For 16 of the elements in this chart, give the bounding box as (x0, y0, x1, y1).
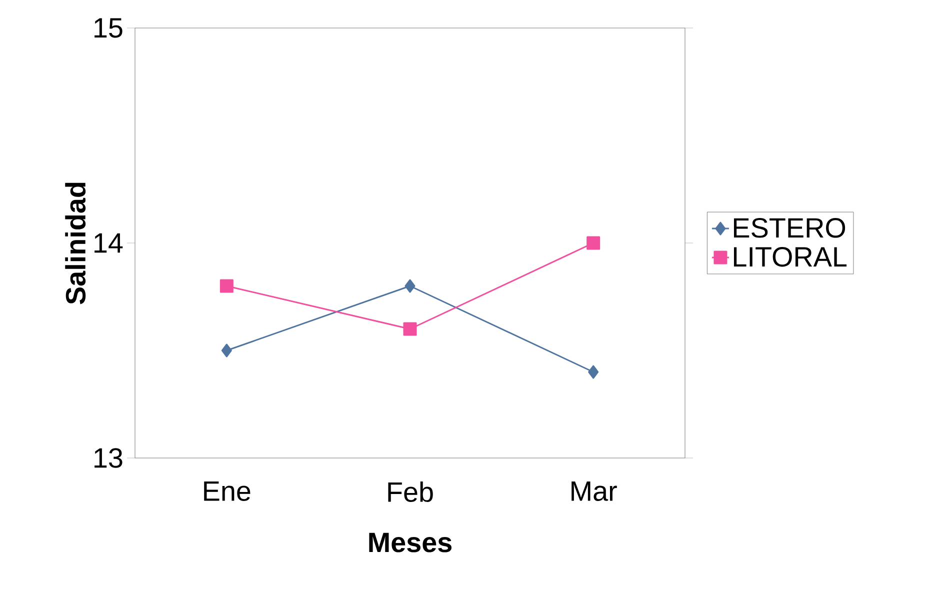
point (586, 236, 600, 250)
legend-label: ESTERO (734, 218, 846, 238)
x-tick-label: Ene (204, 482, 250, 501)
x-axis-title: Meses (369, 532, 452, 552)
point (404, 279, 416, 293)
y-tick-label: 13 (94, 448, 122, 468)
point (221, 344, 232, 358)
y-axis-title: Salinidad (65, 182, 86, 304)
y-tick-label: 15 (94, 18, 122, 38)
point (403, 322, 417, 336)
point (588, 365, 599, 379)
legend-label: LITORAL (734, 247, 847, 267)
y-tick-label: 14 (94, 233, 123, 253)
x-tick-label: Feb (388, 482, 433, 502)
x-tick-label: Mar (572, 482, 617, 501)
point (220, 279, 234, 293)
